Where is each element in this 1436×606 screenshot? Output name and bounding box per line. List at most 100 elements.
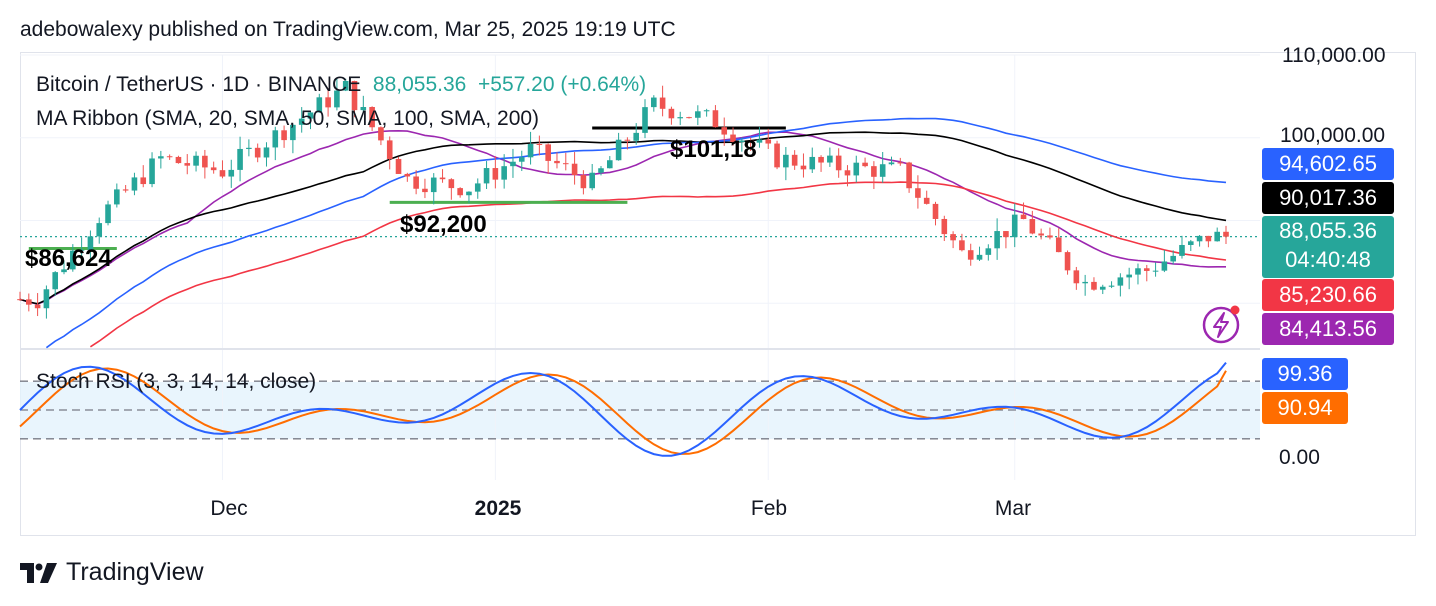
candle-body <box>871 166 877 177</box>
sma20-price-tag: 84,413.56 <box>1262 313 1394 345</box>
candle-body <box>888 162 895 165</box>
footer[interactable]: TradingView <box>20 558 204 587</box>
candle-body <box>263 147 270 158</box>
candle-body <box>862 162 868 167</box>
candle-body <box>809 156 816 170</box>
candle-body <box>254 147 261 158</box>
candles <box>17 78 1229 319</box>
candle-body <box>52 272 59 290</box>
candle-body <box>325 97 331 108</box>
candle-body <box>395 158 402 174</box>
candle-body <box>985 248 992 255</box>
candle-body <box>1082 281 1088 284</box>
candle-body <box>906 162 912 189</box>
candle-body <box>342 80 349 91</box>
candle-body <box>774 143 780 168</box>
footer-brand: TradingView <box>66 558 204 586</box>
candle-body <box>422 188 428 193</box>
candle-body <box>589 172 595 189</box>
candle-body <box>1064 252 1071 271</box>
candle-body <box>827 155 833 163</box>
candle-body <box>316 97 323 113</box>
grid <box>20 54 1260 480</box>
candle-body <box>1179 244 1185 256</box>
candle-body <box>730 134 736 142</box>
candle-body <box>246 147 252 149</box>
candle-body <box>721 127 728 135</box>
candle-body <box>624 139 631 141</box>
candle-body <box>1223 231 1229 237</box>
candle-body <box>783 154 789 168</box>
candle-body <box>219 170 226 177</box>
candle-body <box>457 188 463 196</box>
price-change: +557.20 (+0.64%) <box>478 73 647 96</box>
candle-body <box>1011 214 1018 238</box>
candle-body <box>712 110 719 128</box>
candle-body <box>642 107 648 133</box>
candle-body <box>26 299 32 305</box>
candle-body <box>580 175 587 189</box>
candle-body <box>633 132 640 141</box>
candle-body <box>272 130 279 148</box>
candle-body <box>923 197 930 204</box>
candle-body <box>466 191 472 196</box>
candle-body <box>510 161 516 167</box>
candle-body <box>950 234 956 241</box>
symbol-legend[interactable]: Bitcoin / TetherUS · 1D · BINANCE 88,055… <box>36 73 646 97</box>
candle-body <box>78 249 85 251</box>
rsi-axis-zero: 0.00 <box>1279 446 1320 469</box>
candle-body <box>87 236 94 250</box>
candle-body <box>915 188 921 198</box>
stoch-rsi-legend[interactable]: Stoch RSI (3, 3, 14, 14, close) <box>36 370 317 393</box>
time-axis-dec: Dec <box>210 497 248 520</box>
candle-body <box>536 144 543 146</box>
candle-body <box>501 166 507 180</box>
current-price-tag: 88,055.36 04:40:48 <box>1262 216 1394 278</box>
candle-body <box>818 156 824 163</box>
candle-body <box>96 223 103 237</box>
candle-body <box>1108 285 1115 287</box>
stoch-k-line <box>19 361 1227 457</box>
candle-body <box>70 250 76 270</box>
candle-body <box>1152 270 1159 272</box>
candle-body <box>686 117 692 119</box>
candle-body <box>518 157 525 162</box>
candle-body <box>149 158 155 185</box>
candle-body <box>1126 274 1132 278</box>
ma-line-sma-100 <box>45 117 1227 349</box>
candle-body <box>281 130 287 141</box>
candle-body <box>695 111 701 118</box>
tradingview-logo-icon <box>20 562 57 583</box>
time-axis-2025: 2025 <box>474 497 522 520</box>
candle-body <box>747 140 754 143</box>
lightning-alert-icon[interactable] <box>1201 304 1241 344</box>
candle-body <box>298 118 305 125</box>
candle-body <box>193 155 199 166</box>
price-axis-110000: 110,000.00 <box>1282 44 1386 67</box>
candle-body <box>1003 231 1009 238</box>
candle-body <box>43 289 50 309</box>
time-axis-feb: Feb <box>750 497 788 520</box>
candle-body <box>131 177 138 191</box>
candle-body <box>1205 235 1212 242</box>
candle-body <box>879 164 886 177</box>
candle-body <box>545 144 551 161</box>
candle-body <box>34 304 41 309</box>
candle-body <box>1091 281 1097 290</box>
candle-body <box>1099 286 1106 290</box>
candle-body <box>994 231 1000 249</box>
candle-body <box>105 204 111 224</box>
candle-body <box>1029 219 1036 234</box>
candle-body <box>571 163 578 176</box>
candle-body <box>360 107 367 111</box>
candle-body <box>404 173 411 177</box>
candle-body <box>1143 268 1150 271</box>
stoch-d-tag: 90.94 <box>1262 392 1348 424</box>
candle-body <box>932 203 939 219</box>
candle-body <box>351 80 358 111</box>
ma-ribbon-legend[interactable]: MA Ribbon (SMA, 20, SMA, 50, SMA, 100, S… <box>36 107 540 130</box>
candle-body <box>659 97 666 109</box>
support-label-86624: $86,624 <box>25 245 112 272</box>
candle-body <box>554 160 560 164</box>
